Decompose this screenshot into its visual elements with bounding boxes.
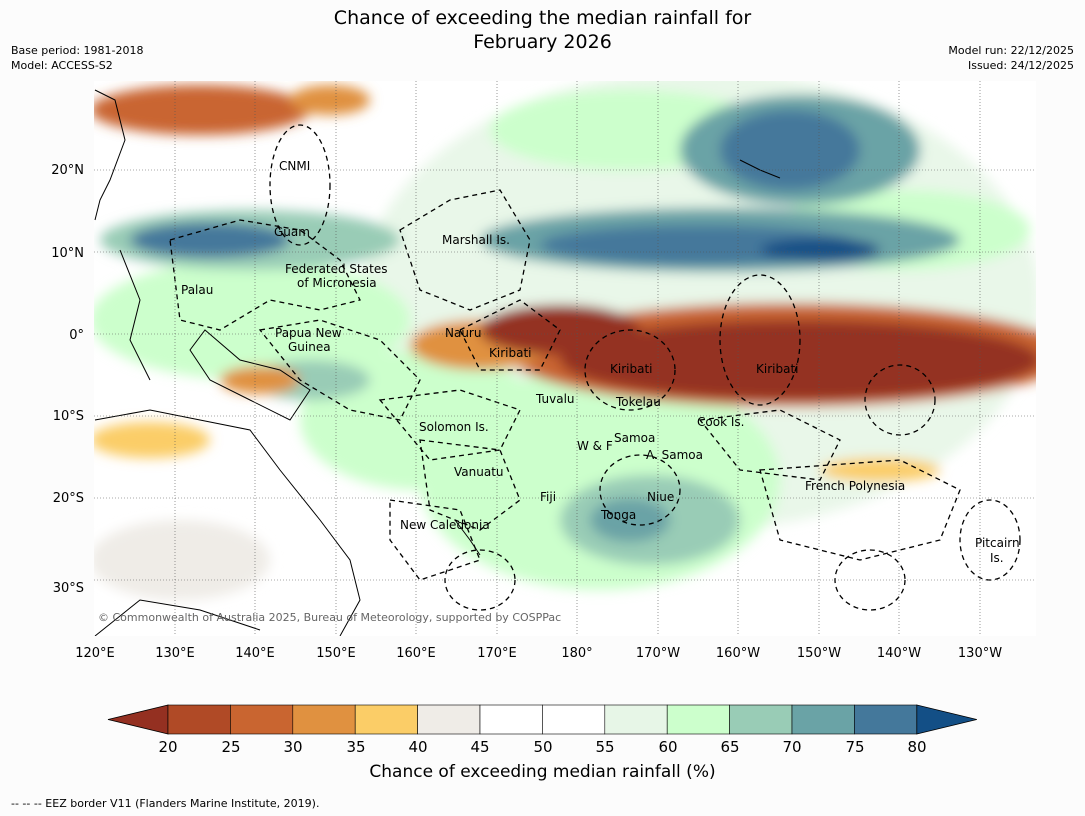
region-label: Marshall Is.	[442, 233, 510, 247]
colorbar-label: Chance of exceeding median rainfall (%)	[369, 762, 716, 782]
colorbar-box	[479, 704, 543, 735]
colorbar-box	[604, 704, 668, 735]
region-label: Samoa	[614, 431, 655, 445]
lon-tick: 140°W	[877, 646, 921, 661]
lon-tick: 130°E	[155, 646, 195, 661]
lon-tick: 170°E	[477, 646, 517, 661]
lat-tick: 20°S	[53, 491, 84, 506]
map-field: © Commonwealth of Australia 2025, Bureau…	[94, 81, 1036, 636]
coastlines	[94, 89, 781, 636]
colorbar-tick: 20	[158, 738, 177, 756]
region-label: Federated States	[285, 262, 387, 276]
colorbar-tick: 35	[346, 738, 365, 756]
lon-tick: 140°E	[235, 646, 275, 661]
colorbar-extend-high	[916, 704, 977, 735]
region-label: Tonga	[600, 508, 636, 522]
colorbar-box	[666, 704, 730, 735]
region-label: A. Samoa	[646, 448, 703, 462]
title-line-1: Chance of exceeding the median rainfall …	[333, 7, 752, 29]
region-label: New Caledonia	[400, 518, 490, 532]
model-name: Model: ACCESS-S2	[11, 59, 113, 72]
region-label: CNMI	[279, 159, 310, 173]
lat-tick: 20°N	[51, 163, 84, 178]
region-label: Is.	[990, 551, 1004, 565]
region-label: Tuvalu	[535, 392, 575, 406]
copyright-text: © Commonwealth of Australia 2025, Bureau…	[98, 611, 561, 624]
colorbar-extend-low	[107, 704, 169, 735]
meta-right: Model run: 22/12/2025 Issued: 24/12/2025	[948, 43, 1074, 73]
colorbar-tick: 65	[720, 738, 739, 756]
region-label: Palau	[181, 283, 213, 297]
lat-tick: 30°S	[53, 581, 84, 596]
colorbar-tick: 75	[845, 738, 864, 756]
lon-tick: 120°E	[75, 646, 115, 661]
lat-tick: 10°S	[53, 409, 84, 424]
colorbar-box	[729, 704, 793, 735]
colorbar-box	[354, 704, 418, 735]
region-label: French Polynesia	[805, 479, 905, 493]
colorbar-ticks: 20 25 30 35 40 45 50 55 60 65 70 75 80	[158, 738, 926, 756]
colorbar-box	[292, 704, 356, 735]
region-label: Niue	[647, 490, 674, 504]
colorbar-tick: 45	[470, 738, 489, 756]
lon-tick: 150°E	[316, 646, 356, 661]
region-labels: CNMI Guam Marshall Is. Federated States …	[181, 159, 1020, 565]
lon-axis: 120°E 130°E 140°E 150°E 160°E 170°E 180°…	[75, 646, 1002, 661]
lon-tick: 180°	[561, 646, 592, 661]
title-line-2: February 2026	[473, 31, 612, 53]
region-label: Kiribati	[610, 362, 652, 376]
lat-tick: 0°	[69, 328, 84, 343]
colorbar-tick: 40	[408, 738, 427, 756]
region-label: Kiribati	[756, 362, 798, 376]
eez-borders	[169, 124, 1021, 611]
colorbar-tick: 70	[782, 738, 801, 756]
lon-tick: 160°E	[396, 646, 436, 661]
colorbar: 20 25 30 35 40 45 50 55 60 65 70 75 80	[107, 704, 977, 756]
region-label: Guam	[274, 225, 310, 239]
colorbar-tick: 55	[595, 738, 614, 756]
lon-tick: 130°W	[958, 646, 1002, 661]
base-period: Base period: 1981-2018	[11, 44, 144, 57]
region-label: Tokelau	[615, 395, 661, 409]
colorbar-boxes	[107, 704, 977, 735]
region-label: Fiji	[540, 490, 556, 504]
region-label: Vanuatu	[454, 465, 504, 479]
region-label: of Micronesia	[297, 276, 377, 290]
region-label: Nauru	[445, 326, 481, 340]
lat-axis: 20°N 10°N 0° 10°S 20°S 30°S	[51, 163, 84, 596]
colorbar-box	[417, 704, 481, 735]
colorbar-box	[167, 704, 231, 735]
gridlines	[94, 81, 1036, 636]
lon-tick: 170°W	[636, 646, 680, 661]
region-label: W & F	[577, 439, 613, 453]
footnote: -- -- -- EEZ border V11 (Flanders Marine…	[11, 797, 320, 810]
region-label: Kiribati	[489, 346, 531, 360]
colorbar-box	[230, 704, 294, 735]
issued-date: Issued: 24/12/2025	[967, 59, 1074, 72]
chart-title: Chance of exceeding the median rainfall …	[0, 6, 1085, 54]
region-label: Cook Is.	[697, 415, 744, 429]
region-label: Solomon Is.	[419, 420, 489, 434]
colorbar-box	[854, 704, 918, 735]
colorbar-box	[542, 704, 606, 735]
colorbar-tick: 25	[221, 738, 240, 756]
colorbar-tick: 30	[283, 738, 302, 756]
colorbar-tick: 60	[658, 738, 677, 756]
rainfall-map: © Commonwealth of Australia 2025, Bureau…	[51, 81, 1036, 661]
meta-left: Base period: 1981-2018 Model: ACCESS-S2	[11, 43, 143, 73]
colorbar-tick: 50	[533, 738, 552, 756]
lon-tick: 160°W	[716, 646, 760, 661]
colorbar-tick: 80	[907, 738, 926, 756]
model-run: Model run: 22/12/2025	[948, 44, 1074, 57]
lon-tick: 150°W	[797, 646, 841, 661]
region-label: Pitcairn	[975, 536, 1020, 550]
region-label: Guinea	[288, 340, 331, 354]
lat-tick: 10°N	[51, 246, 84, 261]
colorbar-box	[791, 704, 855, 735]
probability-field	[94, 81, 1036, 600]
region-label: Papua New	[275, 326, 342, 340]
